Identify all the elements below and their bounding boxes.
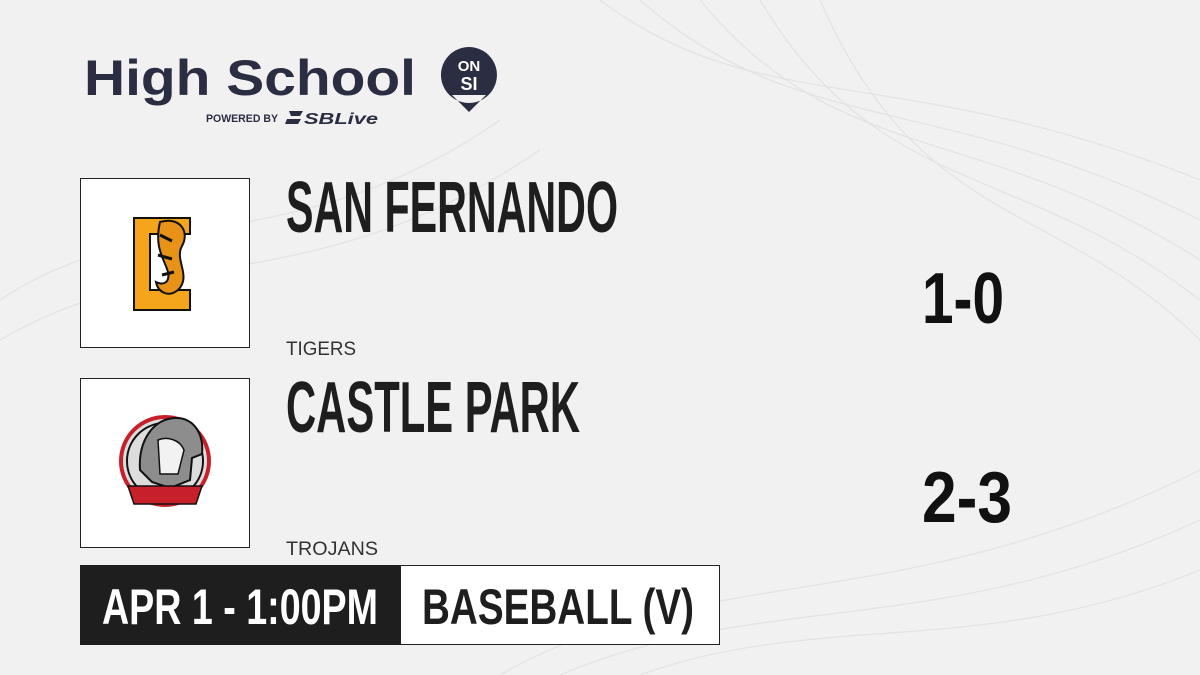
brand-title: High School bbox=[84, 50, 416, 106]
brand-icon bbox=[285, 111, 303, 124]
team-mascot: TIGERS bbox=[286, 339, 356, 360]
team-mascot: TROJANS bbox=[286, 539, 378, 560]
team-name: SAN FERNANDO bbox=[286, 168, 618, 248]
badge: ON SI bbox=[440, 47, 497, 112]
game-sport: BASEBALL (V) bbox=[422, 579, 694, 635]
badge-text: ON bbox=[458, 58, 481, 75]
team-logo bbox=[80, 378, 250, 548]
brand-name: SBLive bbox=[304, 111, 378, 128]
powered-by: POWERED BY bbox=[206, 113, 279, 125]
team-logo bbox=[80, 178, 250, 348]
team-record: 1-0 bbox=[922, 259, 1004, 339]
badge-text: SI bbox=[460, 74, 477, 94]
game-datetime: APR 1 - 1:00PM bbox=[102, 579, 378, 635]
datetime-box bbox=[80, 565, 400, 645]
team-name: CASTLE PARK bbox=[286, 368, 580, 448]
sport-box bbox=[400, 565, 720, 645]
team-record: 2-3 bbox=[922, 458, 1012, 538]
